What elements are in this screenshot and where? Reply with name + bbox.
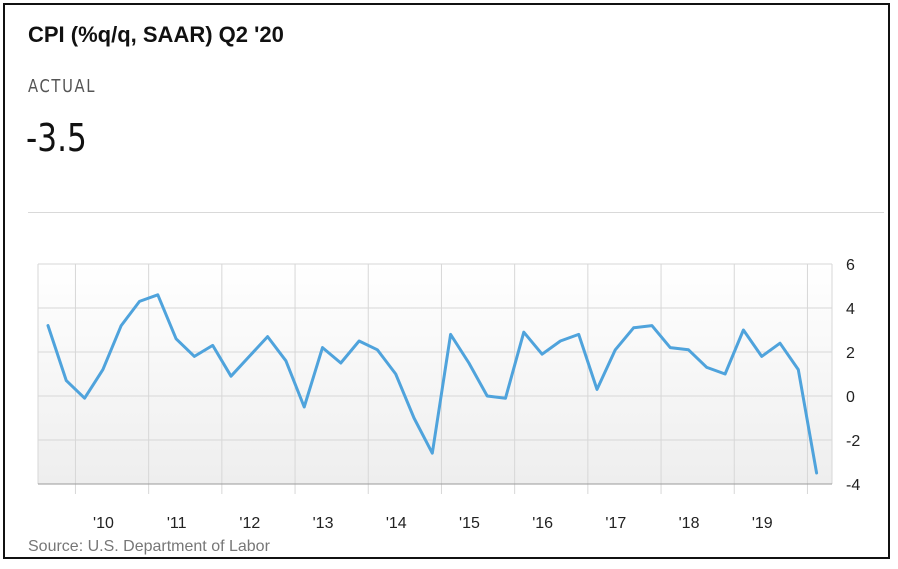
data-point	[138, 299, 142, 303]
data-point	[522, 330, 526, 334]
x-tick-label: '12	[239, 515, 260, 532]
data-point	[741, 328, 745, 332]
x-tick-label: '11	[167, 515, 187, 532]
data-point	[449, 332, 453, 336]
data-point	[412, 416, 416, 420]
data-point	[430, 451, 434, 455]
data-point	[577, 332, 581, 336]
x-tick-label: '19	[752, 515, 773, 532]
data-point	[668, 346, 672, 350]
x-tick-label: '17	[605, 515, 626, 532]
x-tick-label: '13	[313, 515, 334, 532]
data-point	[705, 365, 709, 369]
data-point	[192, 354, 196, 358]
x-tick-label: '16	[532, 515, 553, 532]
data-point	[339, 361, 343, 365]
cpi-series-line	[46, 293, 819, 475]
grid	[37, 263, 833, 494]
x-tick-label: '18	[679, 515, 700, 532]
data-point	[156, 293, 160, 297]
data-point	[101, 368, 105, 372]
data-point	[83, 396, 87, 400]
data-point	[64, 379, 68, 383]
data-point	[595, 387, 599, 391]
data-point	[650, 324, 654, 328]
data-point	[504, 396, 508, 400]
data-point	[632, 326, 636, 330]
actual-label: ACTUAL	[28, 76, 97, 97]
data-point	[723, 372, 727, 376]
source-note: Source: U.S. Department of Labor	[28, 538, 270, 555]
data-point	[485, 394, 489, 398]
axes: 6 4 2 0 -2 -4 '10 '11 '12 '13 '14 '15 '16 '17 '18 '19	[38, 257, 860, 532]
data-point	[558, 339, 562, 343]
data-point	[760, 354, 764, 358]
y-tick-label: 6	[846, 257, 855, 274]
data-point	[467, 361, 471, 365]
plot-background	[38, 264, 832, 484]
data-point	[321, 346, 325, 350]
data-point	[119, 324, 123, 328]
data-point	[211, 343, 215, 347]
data-point	[229, 374, 233, 378]
actual-value: -3.5	[26, 116, 87, 160]
y-tick-label: 4	[846, 301, 855, 318]
data-point	[815, 471, 819, 475]
y-tick-label: -2	[846, 433, 860, 450]
data-point	[247, 354, 251, 358]
data-point	[266, 335, 270, 339]
divider	[28, 212, 884, 213]
y-tick-label: 2	[846, 345, 855, 362]
data-point	[796, 368, 800, 372]
data-point	[778, 341, 782, 345]
x-tick-label: '14	[386, 515, 407, 532]
data-point	[302, 405, 306, 409]
x-tick-label: '10	[93, 515, 114, 532]
data-point	[357, 339, 361, 343]
chart-title: CPI (%q/q, SAAR) Q2 '20	[28, 22, 284, 47]
data-point	[174, 337, 178, 341]
data-point	[394, 372, 398, 376]
x-tick-label: '15	[459, 515, 480, 532]
data-point	[284, 359, 288, 363]
data-point	[46, 324, 50, 328]
data-point	[687, 348, 691, 352]
series	[46, 293, 819, 475]
y-tick-label: -4	[846, 477, 860, 494]
data-point	[540, 352, 544, 356]
data-point	[375, 348, 379, 352]
data-point	[613, 348, 617, 352]
y-tick-label: 0	[846, 389, 855, 406]
